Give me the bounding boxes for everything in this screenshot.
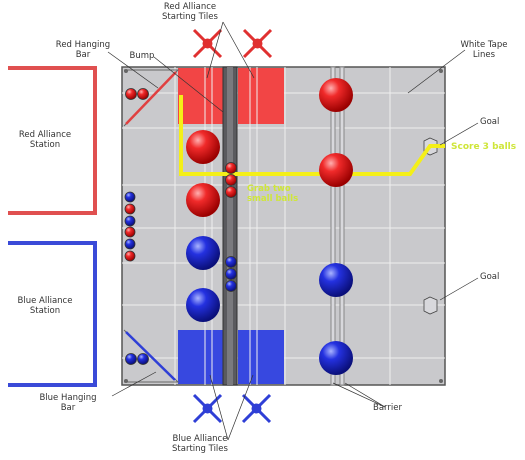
large-red-ball bbox=[186, 183, 220, 217]
blue-starting-tile-left bbox=[178, 330, 223, 384]
bump-label: Bump bbox=[129, 51, 155, 61]
barrier bbox=[330, 66, 345, 386]
small-red-balls bbox=[124, 88, 237, 262]
autonomous-path bbox=[179, 95, 445, 176]
score-3-balls-label: Score 3 balls bbox=[451, 142, 517, 152]
red-alliance-station-label: Red Alliance Station bbox=[18, 130, 72, 150]
red-starting-tile-left bbox=[178, 68, 223, 124]
red-starting-tile-right bbox=[238, 68, 284, 124]
large-red-ball bbox=[319, 78, 353, 112]
blue-hanging-bar-label: Blue Hanging Bar bbox=[39, 393, 97, 413]
large-red-ball bbox=[186, 130, 220, 164]
large-blue-ball bbox=[319, 263, 353, 297]
blue-starting-tile-right bbox=[238, 330, 284, 384]
blue-hanging-bar bbox=[123, 329, 180, 383]
blue-alliance-station-label: Blue Alliance Station bbox=[17, 296, 73, 316]
blue-robot-right bbox=[241, 393, 272, 424]
leader-lines bbox=[107, 21, 479, 441]
small-blue-balls bbox=[124, 191, 237, 365]
goal-bottom bbox=[423, 296, 438, 315]
grab-two-small-balls-label: Grab two small balls bbox=[247, 184, 299, 204]
large-blue-ball bbox=[319, 341, 353, 375]
red-robot-right bbox=[242, 28, 273, 59]
red-robot-left bbox=[192, 28, 223, 59]
white-tape-lines-label: White Tape Lines bbox=[460, 40, 508, 60]
red-alliance-starting-tiles-label: Red Alliance Starting Tiles bbox=[162, 2, 218, 22]
blue-alliance-station bbox=[8, 241, 97, 387]
large-blue-ball bbox=[186, 236, 220, 270]
goal-top-label: Goal bbox=[480, 117, 500, 127]
rails bbox=[204, 67, 258, 385]
blue-alliance-starting-tiles-label: Blue Alliance Starting Tiles bbox=[172, 434, 228, 454]
blue-robot-markers bbox=[192, 393, 272, 424]
large-blue-ball bbox=[186, 288, 220, 322]
large-red-ball bbox=[319, 153, 353, 187]
large-blue-balls bbox=[186, 236, 353, 375]
large-red-balls bbox=[186, 78, 353, 217]
red-hanging-bar-label: Red Hanging Bar bbox=[55, 40, 111, 60]
barrier-label: Barrier bbox=[373, 403, 402, 413]
goal-bottom-label: Goal bbox=[480, 272, 500, 282]
red-robot-markers bbox=[192, 28, 273, 59]
red-alliance-station bbox=[8, 66, 97, 215]
bump bbox=[222, 66, 238, 386]
field-corners bbox=[124, 69, 443, 383]
red-hanging-bar bbox=[123, 69, 180, 127]
